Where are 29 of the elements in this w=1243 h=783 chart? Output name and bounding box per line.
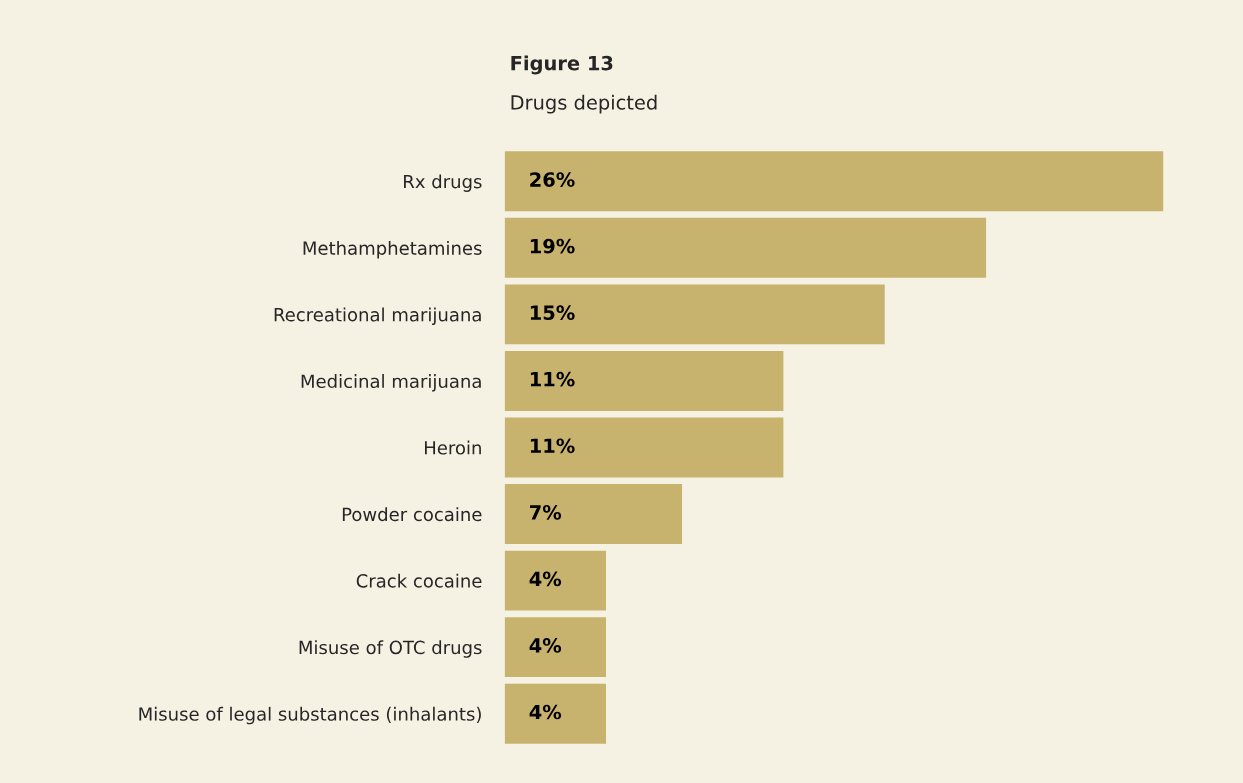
bar <box>504 350 784 411</box>
y-tick-label: Crack cocaine <box>356 573 482 588</box>
bar <box>504 284 885 345</box>
bar <box>504 683 607 744</box>
y-tick-label: Medicinal marijuana <box>301 374 481 392</box>
y-tick-label: Powder cocaine <box>342 507 482 522</box>
data-label: 4% <box>529 704 562 720</box>
data-label: 15% <box>530 305 575 321</box>
y-tick-label: Misuse of legal substances (inhalants) <box>139 706 481 725</box>
data-label: 11% <box>530 438 575 454</box>
bar <box>504 617 607 678</box>
chart-subtitle: Drugs depicted <box>511 94 657 114</box>
data-label: 4% <box>529 571 562 587</box>
data-label: 11% <box>530 371 575 387</box>
bar <box>504 151 1164 212</box>
y-tick-label: Heroin <box>425 440 481 455</box>
bar <box>504 217 987 278</box>
data-label: 19% <box>530 238 575 254</box>
y-tick-label: Rx drugs <box>404 174 482 192</box>
y-tick-label: Recreational marijuana <box>274 307 481 325</box>
data-label: 26% <box>530 172 575 187</box>
bar <box>504 484 683 544</box>
y-tick-label: Misuse of OTC drugs <box>299 640 482 658</box>
bar <box>504 417 784 478</box>
data-label: 4% <box>529 638 562 653</box>
chart-title: Figure 13 <box>511 55 613 75</box>
data-label: 7% <box>530 504 562 520</box>
bar <box>504 550 607 611</box>
y-tick-label: Methamphetamines <box>303 240 482 259</box>
